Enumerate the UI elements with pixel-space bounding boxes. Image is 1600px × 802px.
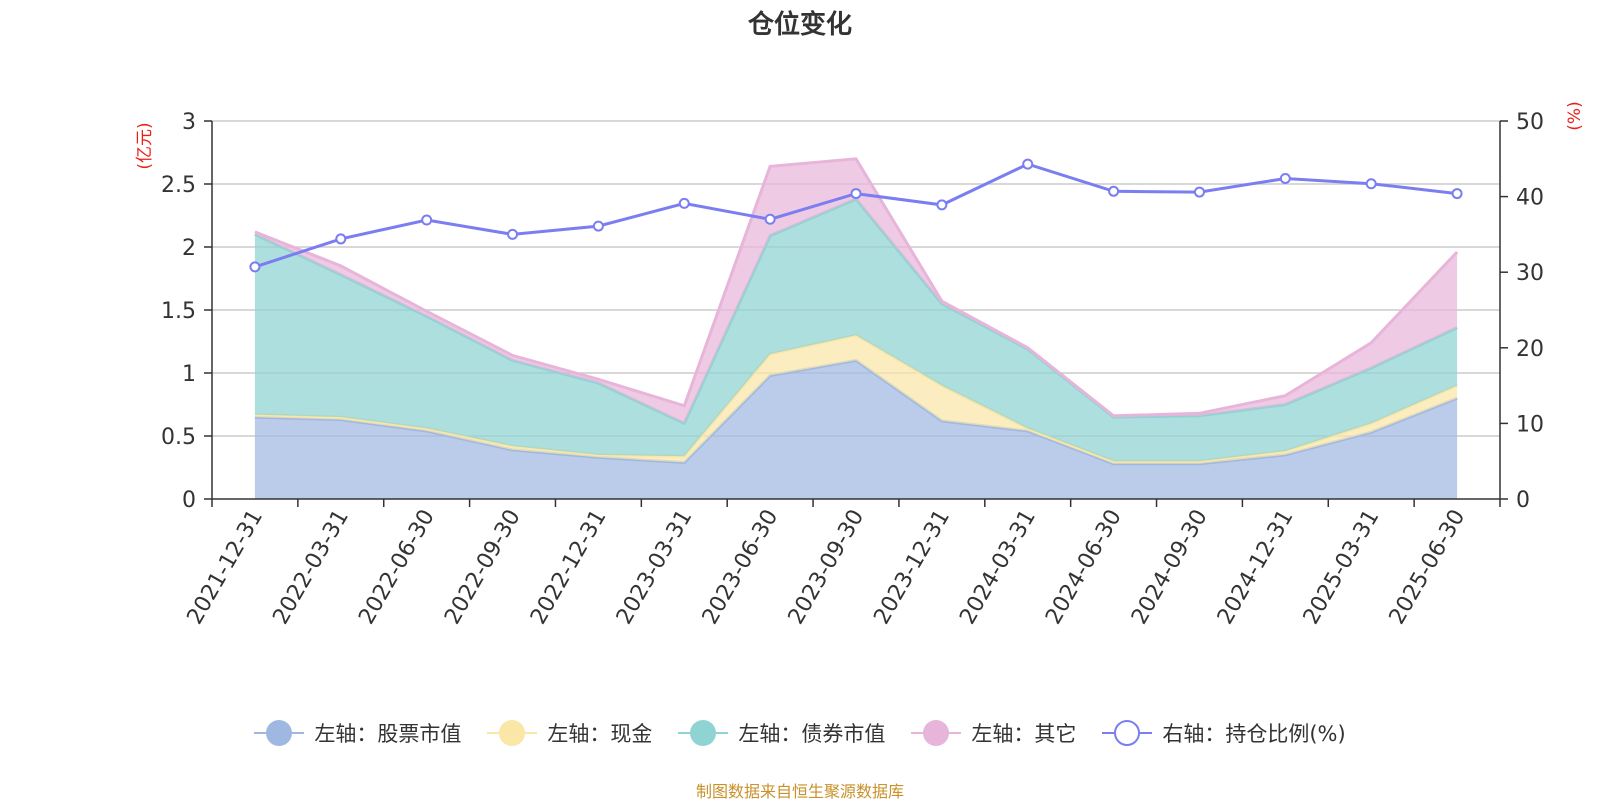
x-tick-label: 2024-06-30 <box>1041 506 1127 629</box>
x-tick-label: 2023-06-30 <box>698 506 784 629</box>
right-tick-label: 0 <box>1516 488 1530 513</box>
area-edge-左轴：其它 <box>254 157 1459 418</box>
legend-item[interactable]: 右轴：持仓比例(%) <box>1102 718 1346 748</box>
legend-swatch <box>678 720 729 746</box>
data-point <box>1365 178 1377 190</box>
x-tick-label: 2022-03-31 <box>268 506 354 629</box>
data-point <box>1279 172 1291 184</box>
x-tick-label: 2024-12-31 <box>1213 506 1299 629</box>
legend-label: 左轴：其它 <box>971 722 1077 746</box>
legend-swatch <box>911 720 962 746</box>
data-point <box>592 220 604 232</box>
data-source-footer: 制图数据来自恒生聚源数据库 <box>695 782 904 801</box>
right-tick-label: 50 <box>1516 110 1544 135</box>
x-tick-label: 2024-03-31 <box>955 506 1041 629</box>
data-point <box>764 213 776 225</box>
data-point <box>421 214 433 226</box>
x-tick-label: 2022-09-30 <box>440 506 526 629</box>
x-tick-label: 2025-03-31 <box>1299 506 1385 629</box>
legend-swatch <box>487 720 538 746</box>
data-point <box>678 197 690 209</box>
x-tick-label: 2022-12-31 <box>526 506 612 629</box>
x-tick-label: 2023-03-31 <box>612 506 698 629</box>
x-tick-label: 2025-06-30 <box>1385 506 1471 629</box>
legend-label: 左轴：现金 <box>547 722 653 746</box>
data-point <box>936 199 948 211</box>
right-tick-label: 40 <box>1516 186 1544 211</box>
legend-item[interactable]: 左轴：其它 <box>911 718 1076 748</box>
left-tick-label: 0.5 <box>161 425 196 450</box>
right-tick-label: 10 <box>1516 412 1544 437</box>
data-point <box>249 261 261 273</box>
data-point <box>850 188 862 200</box>
left-tick-label: 0 <box>182 488 196 513</box>
x-tick-label: 2021-12-31 <box>183 506 269 629</box>
x-tick-label: 2023-09-30 <box>784 506 870 629</box>
x-tick-label: 2023-12-31 <box>869 506 955 629</box>
legend-label: 左轴：债券市值 <box>738 722 886 746</box>
left-axis-unit: (亿元) <box>135 122 155 169</box>
legend-swatch <box>254 720 305 746</box>
data-point <box>1193 186 1205 198</box>
legend-item[interactable]: 左轴：股票市值 <box>254 718 461 748</box>
area-左轴：债券市值 <box>254 199 1458 462</box>
data-point <box>1451 188 1463 200</box>
legend-item[interactable]: 左轴：债券市值 <box>678 718 885 748</box>
right-axis-unit: (%) <box>1565 101 1585 130</box>
left-tick-label: 1.5 <box>161 299 196 324</box>
data-point <box>507 228 519 240</box>
chart-title: 仓位变化 <box>747 10 852 40</box>
right-tick-label: 30 <box>1516 261 1544 286</box>
data-point <box>335 233 347 245</box>
left-tick-label: 2 <box>182 236 196 261</box>
left-tick-label: 2.5 <box>161 173 196 198</box>
legend-label: 右轴：持仓比例(%) <box>1162 722 1346 746</box>
left-tick-label: 3 <box>182 110 196 135</box>
legend-label: 左轴：股票市值 <box>314 722 462 746</box>
x-tick-label: 2022-06-30 <box>354 505 440 628</box>
legend-item[interactable]: 左轴：现金 <box>487 718 652 748</box>
left-tick-label: 1 <box>182 362 196 387</box>
legend-swatch <box>1102 720 1153 746</box>
data-point <box>1108 185 1120 197</box>
chart-legend: 左轴：股票市值 左轴：现金 左轴：债券市值 左轴：其它 右轴：持仓比例(%) <box>0 718 1600 748</box>
data-point <box>1022 158 1034 170</box>
right-tick-label: 20 <box>1516 337 1544 362</box>
x-tick-label: 2024-09-30 <box>1127 506 1213 629</box>
